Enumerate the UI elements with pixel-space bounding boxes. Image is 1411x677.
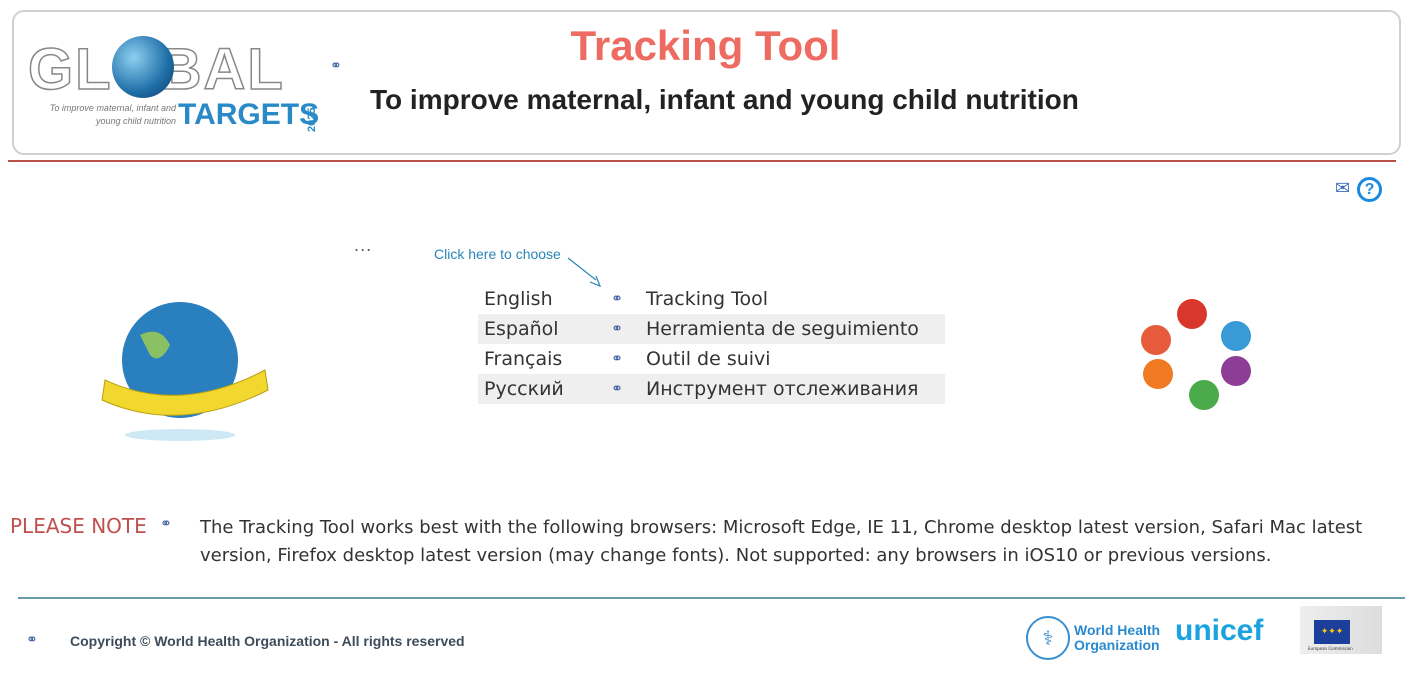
page-title: Tracking Tool [570,22,841,69]
link-icon[interactable]: ⚭ [611,381,623,397]
link-icon[interactable]: ⚭ [160,516,172,532]
link-icon[interactable]: ⚭ [611,291,623,307]
please-note-label: PLEASE NOTE [10,514,147,538]
help-icon[interactable]: ? [1357,177,1382,202]
browser-note: The Tracking Tool works best with the fo… [200,517,1363,566]
mail-icon[interactable]: ✉ [1335,178,1351,199]
who-name: World Health Organization [1074,622,1161,653]
page-subtitle: To improve maternal, infant and young ch… [370,84,1079,115]
tool-name: Tracking Tool [646,288,769,310]
language-table: English ⚭ Tracking Tool Español ⚭ Herramient… [478,284,945,404]
divider [8,160,1396,162]
unicef-logo: unicef [1175,614,1264,647]
link-icon[interactable]: ⚭ [330,58,342,74]
globe-measuring-tape-image [100,295,270,445]
globe-icon [112,36,174,98]
nutrition-targets-icons [1141,299,1251,410]
language-label: Русский [484,378,564,400]
tool-name: Herramienta de seguimiento [646,318,919,340]
language-label: Français [484,348,563,370]
header-panel [12,10,1401,155]
link-icon[interactable]: ⚭ [611,321,623,337]
link-icon[interactable]: ⚭ [611,351,623,367]
european-commission-logo: ✦✦✦ European Commission [1300,606,1382,654]
choose-callout: Click here to choose [434,246,561,262]
language-label: Español [484,318,559,340]
language-row-english[interactable]: English ⚭ Tracking Tool [478,284,945,314]
logo-year: 2025 [306,107,318,132]
who-logo: ⚕ World Health Organization [1026,616,1164,660]
who-emblem-icon: ⚕ [1026,616,1070,660]
copyright: Copyright © World Health Organization - … [70,633,465,649]
language-row-french[interactable]: Français ⚭ Outil de suivi [478,344,945,374]
language-label: English [484,288,553,310]
language-row-spanish[interactable]: Español ⚭ Herramienta de seguimiento [478,314,945,344]
global-targets-logo: GLOBAL To improve maternal, infant and y… [27,36,328,132]
ec-name: European Commission [1308,646,1353,651]
tool-name: Инструмент отслеживания [646,378,919,400]
language-row-russian[interactable]: Русский ⚭ Инструмент отслеживания [478,374,945,404]
logo-tagline: To improve maternal, infant and young ch… [49,103,176,126]
eu-flag-icon: ✦✦✦ [1314,620,1350,644]
arrow-icon [567,257,602,288]
tool-name: Outil de suivi [646,348,771,370]
footer-divider [18,597,1405,599]
logo-targets: TARGETS [178,98,320,131]
more-options-icon[interactable]: ... [354,236,373,255]
link-icon[interactable]: ⚭ [26,632,38,648]
